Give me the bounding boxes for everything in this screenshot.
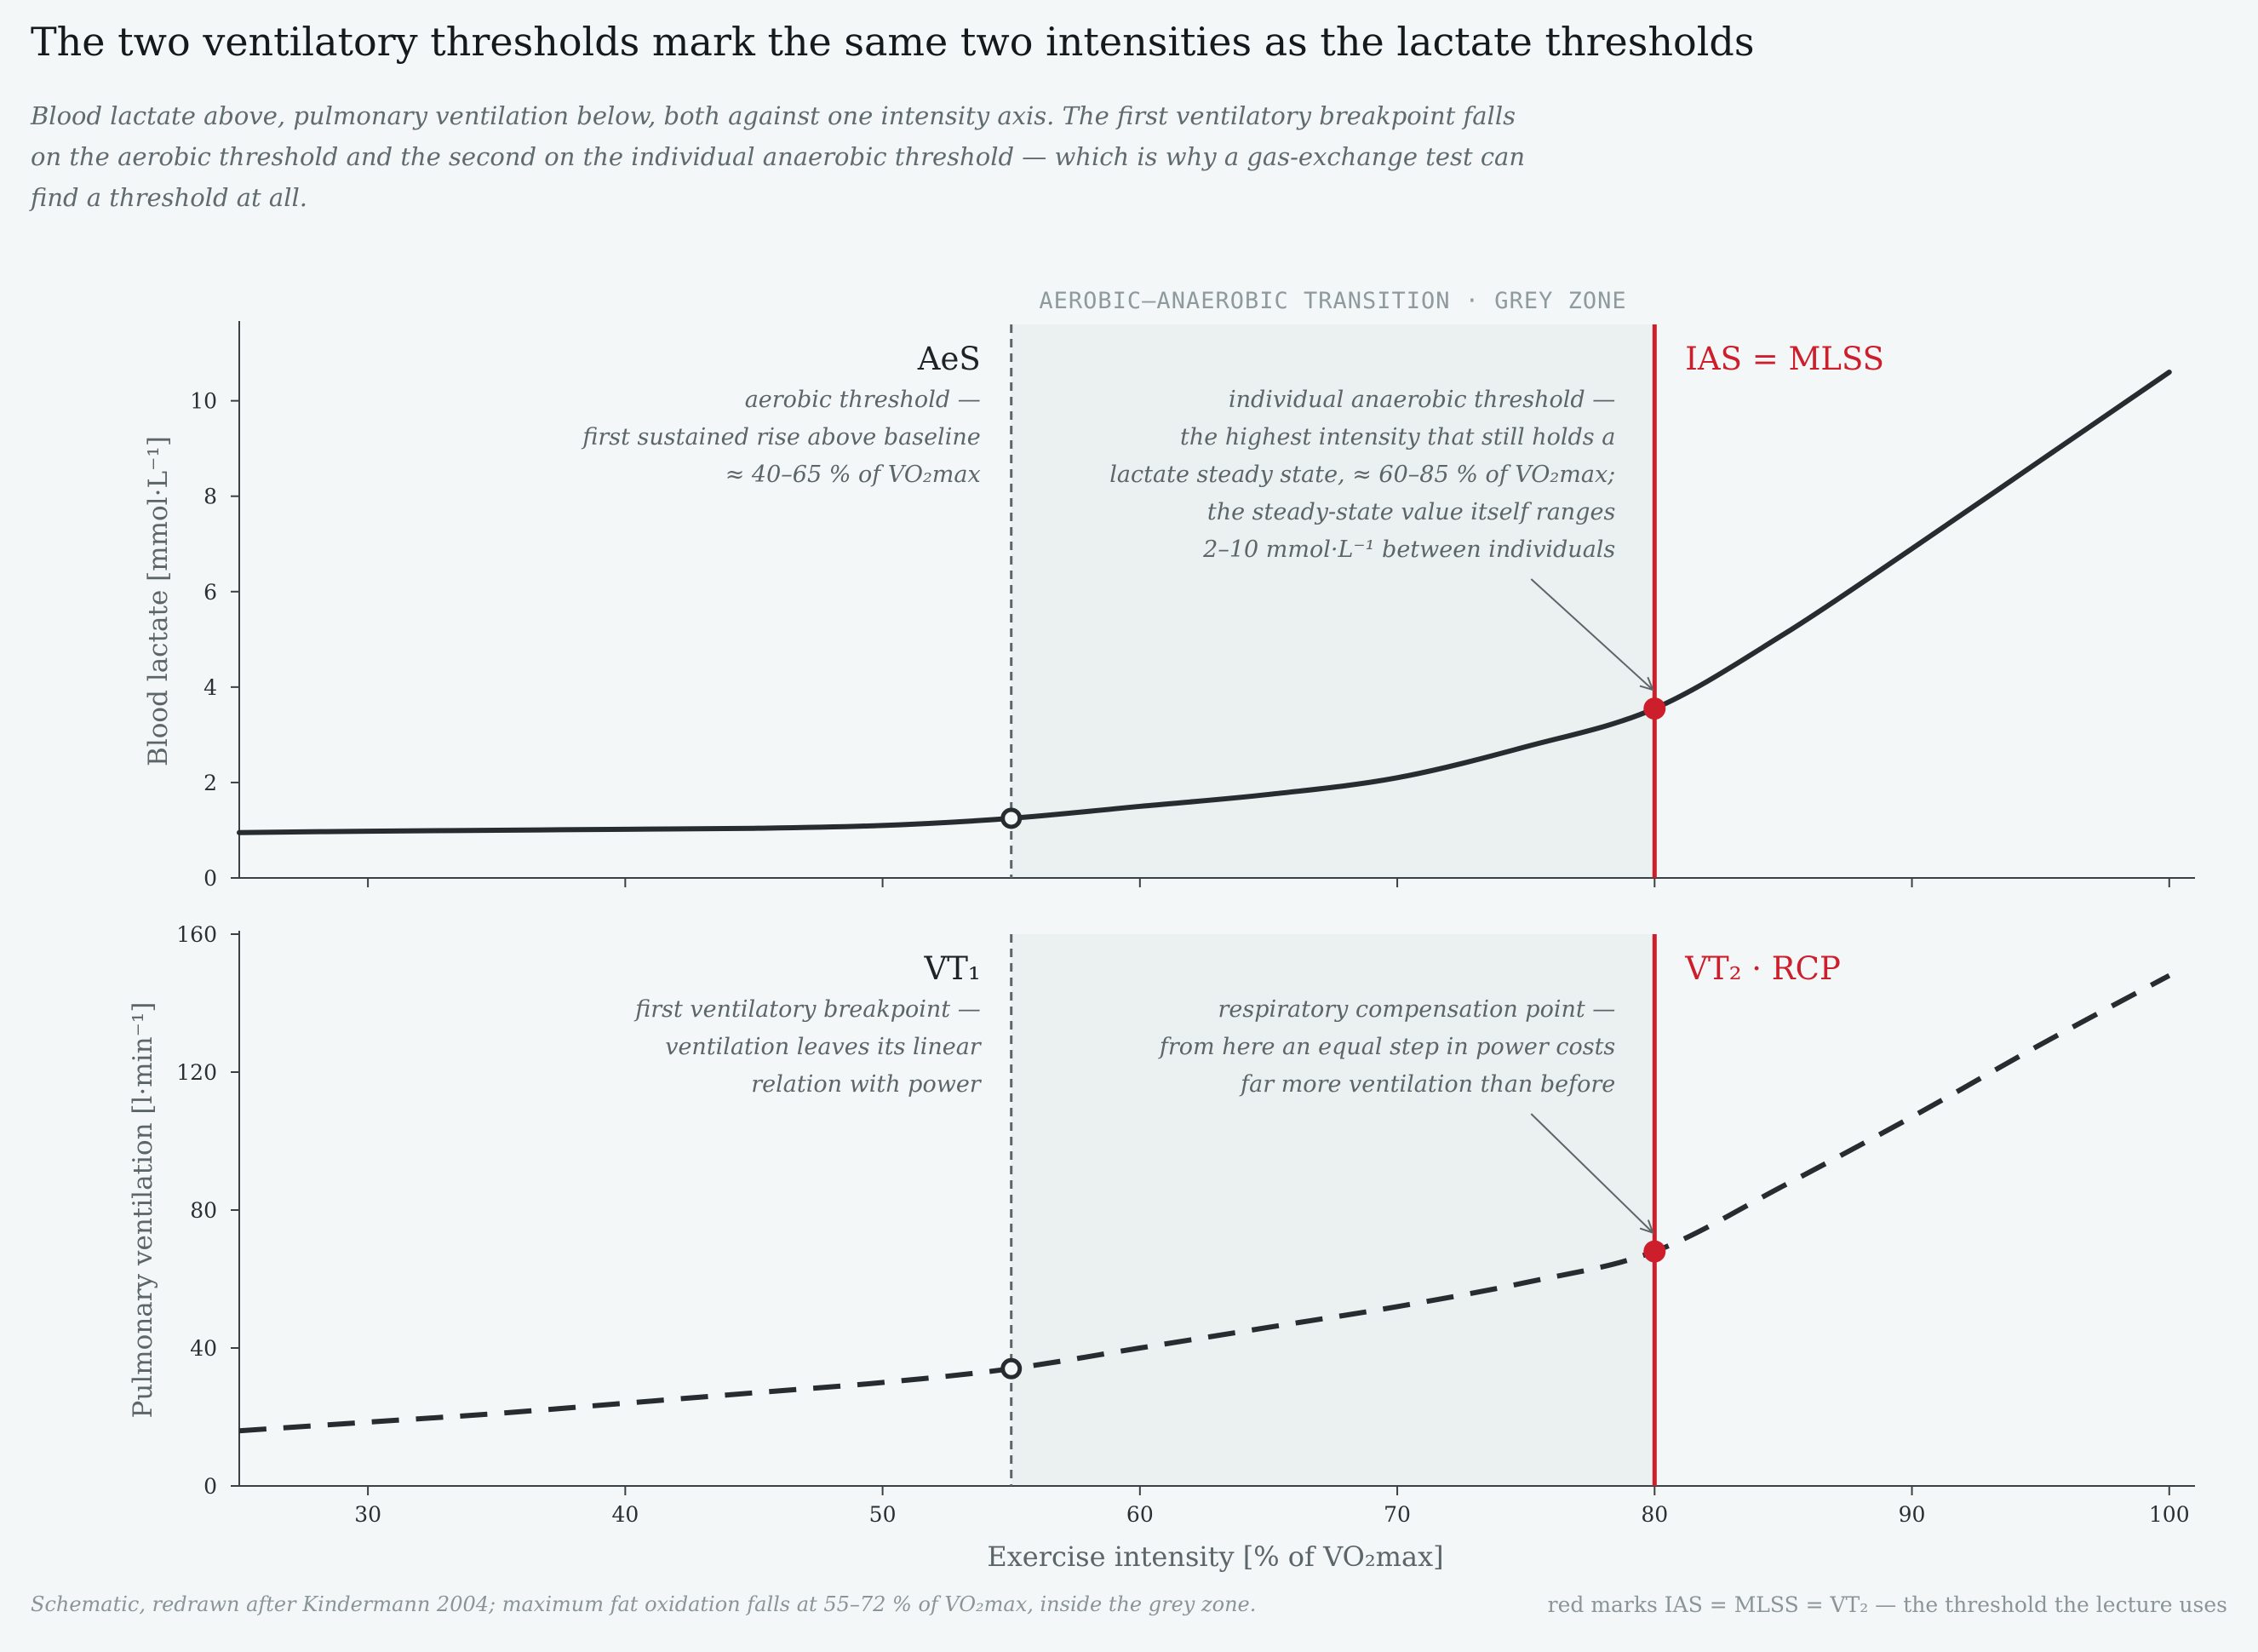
footer-legend-note: red marks IAS = MLSS = VT₂ — the thresho… — [1547, 1592, 2227, 1617]
threshold-lines-layer — [1010, 324, 1657, 1486]
x-tick-label: 50 — [869, 1502, 897, 1527]
y-axis-label-bottom: Pulmonary ventilation [l·min⁻¹] — [128, 1002, 158, 1419]
marker-layer — [1000, 697, 1666, 1380]
chart-subtitle: Blood lactate above, pulmonary ventilati… — [31, 101, 1526, 212]
threshold-note-line: aerobic threshold — — [745, 387, 981, 413]
x-tick-label: 100 — [2149, 1502, 2190, 1527]
y-tick-label-bottom: 120 — [176, 1060, 217, 1085]
x-tick-label: 30 — [354, 1502, 381, 1527]
lactate-curve — [237, 370, 2172, 835]
grey-zone-label: AEROBIC–ANAEROBIC TRANSITION · GREY ZONE — [1039, 288, 1626, 314]
grey-zone-bottom — [1011, 934, 1655, 1486]
y-tick-label-bottom: 0 — [203, 1474, 217, 1499]
y-tick-label-bottom: 40 — [190, 1336, 217, 1361]
annotation-arrowhead-top — [1639, 676, 1655, 691]
threshold-note-line: respiratory compensation point — — [1218, 996, 1615, 1023]
threshold-label-top-second: IAS = MLSS — [1685, 341, 1884, 377]
threshold-note-line: individual anaerobic threshold — — [1229, 387, 1615, 413]
threshold-note-line: lactate steady state, ≈ 60–85 % of VO₂ma… — [1109, 462, 1615, 488]
threshold-label-bottom-first: VT₁ — [923, 950, 980, 987]
threshold-label-bottom-second: VT₂ · RCP — [1684, 950, 1841, 987]
marker-top-second-threshold — [1643, 697, 1666, 720]
threshold-note-line: ventilation leaves its linear — [665, 1034, 983, 1060]
x-axis-label: Exercise intensity [% of VO₂max] — [987, 1540, 1443, 1573]
y-axis-label-top: Blood lactate [mmol·L⁻¹] — [143, 436, 174, 766]
threshold-note-line: the highest intensity that still holds a — [1180, 424, 1615, 450]
threshold-note-line: from here an equal step in power costs — [1158, 1034, 1615, 1060]
marker-bottom-second-threshold — [1643, 1240, 1666, 1263]
x-tick-label: 60 — [1126, 1502, 1154, 1527]
annotation-arrow-top — [1530, 578, 1653, 691]
x-tick-label: 40 — [611, 1502, 639, 1527]
threshold-note-line: 2–10 mmol·L⁻¹ between individuals — [1202, 536, 1615, 563]
page-title: The two ventilatory thresholds mark the … — [31, 19, 1755, 65]
threshold-note-line: first sustained rise above baseline — [581, 424, 980, 450]
threshold-note-line: first ventilatory breakpoint — — [633, 996, 981, 1023]
y-tick-label-bottom: 80 — [190, 1198, 217, 1223]
axes-layer: 0 2 4 6 8 10 Blood lactate [mmol·L⁻¹] 0 40 80 120 1… — [128, 321, 2195, 1573]
y-tick-label-top: 4 — [203, 675, 217, 700]
y-tick-label-top: 2 — [203, 771, 217, 795]
ventilation-curve — [238, 972, 2171, 1434]
threshold-note-line: the steady-state value itself ranges — [1207, 499, 1615, 525]
y-tick-label-bottom: 160 — [176, 922, 217, 947]
y-tick-label-top: 0 — [203, 866, 217, 891]
threshold-note-line: far more ventilation than before — [1239, 1071, 1615, 1098]
curves-layer — [237, 370, 2172, 1434]
annotation-layer: AEROBIC–ANAEROBIC TRANSITION · GREY ZONE… — [581, 288, 1884, 1235]
x-tick-label: 70 — [1384, 1502, 1411, 1527]
threshold-note-line: relation with power — [751, 1071, 983, 1098]
y-tick-label-top: 8 — [203, 485, 217, 509]
annotation-arrowhead-bottom — [1639, 1219, 1654, 1235]
marker-top-first-threshold — [1000, 807, 1023, 829]
threshold-note-line: ≈ 40–65 % of VO₂max — [725, 462, 981, 488]
threshold-label-top-first: AeS — [917, 341, 981, 377]
x-tick-label: 80 — [1641, 1502, 1668, 1527]
y-tick-label-top: 10 — [190, 389, 217, 414]
y-tick-label-top: 6 — [203, 580, 217, 605]
footer-source-note: Schematic, redrawn after Kindermann 2004… — [31, 1592, 1257, 1616]
annotation-arrow-bottom — [1530, 1113, 1654, 1234]
marker-bottom-first-threshold — [1000, 1357, 1023, 1380]
x-tick-label: 90 — [1899, 1502, 1926, 1527]
